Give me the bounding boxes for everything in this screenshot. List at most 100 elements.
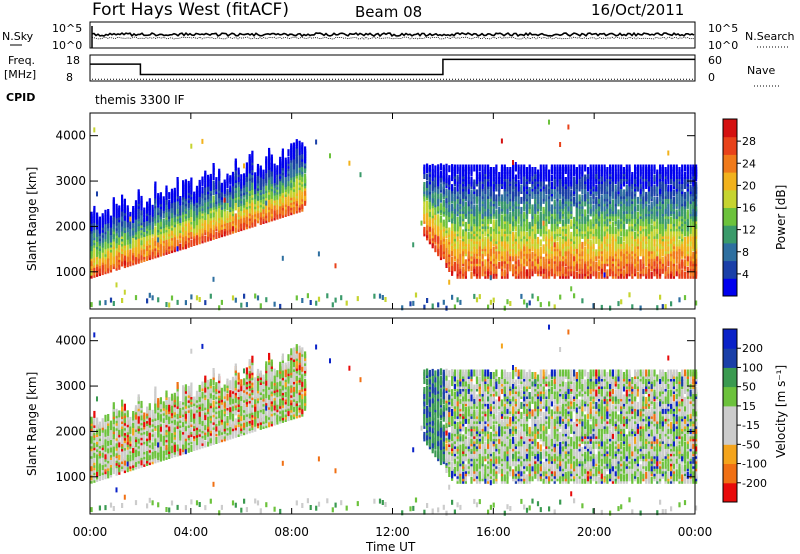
power-cell bbox=[301, 174, 304, 182]
power-cell bbox=[193, 236, 196, 244]
power-cell bbox=[218, 206, 221, 214]
power-cell bbox=[412, 242, 415, 248]
power-cell bbox=[659, 164, 662, 172]
power-cell bbox=[631, 236, 634, 244]
power-cell bbox=[625, 184, 628, 192]
power-cell bbox=[498, 189, 501, 197]
power-cell bbox=[340, 295, 343, 301]
power-cell bbox=[470, 224, 473, 232]
power-cell bbox=[442, 229, 445, 237]
power-cell bbox=[487, 261, 490, 269]
power-cell bbox=[548, 246, 551, 254]
power-cell bbox=[520, 219, 523, 227]
power-cell bbox=[148, 213, 151, 221]
power-cell bbox=[581, 298, 584, 304]
power-cell bbox=[104, 222, 107, 230]
power-cell bbox=[204, 218, 207, 226]
power-cell bbox=[90, 302, 93, 308]
power-cell bbox=[251, 213, 254, 221]
power-cell bbox=[215, 177, 218, 185]
power-cell bbox=[573, 184, 576, 192]
power-cell bbox=[578, 221, 581, 229]
power-cell bbox=[134, 255, 138, 262]
power-cell bbox=[531, 167, 534, 174]
power-cell bbox=[148, 198, 151, 206]
power-cell bbox=[201, 191, 204, 199]
power-cell bbox=[625, 229, 628, 237]
power-cell bbox=[487, 304, 490, 310]
power-cell bbox=[434, 165, 437, 173]
power-cell bbox=[473, 266, 476, 274]
power-cell bbox=[656, 305, 659, 311]
power-cell bbox=[595, 172, 598, 179]
power-cell bbox=[570, 219, 573, 227]
power-cell bbox=[498, 194, 501, 202]
power-cell bbox=[456, 221, 459, 229]
power-cell bbox=[154, 233, 157, 241]
power-cell bbox=[620, 182, 623, 189]
power-cell bbox=[503, 305, 506, 311]
power-cell bbox=[492, 251, 495, 259]
power-cell bbox=[459, 196, 462, 204]
power-cell bbox=[639, 225, 642, 231]
power-cell bbox=[620, 236, 623, 244]
power-cell bbox=[611, 164, 614, 172]
power-cell bbox=[512, 231, 515, 239]
power-cell bbox=[309, 300, 312, 305]
power-cell bbox=[600, 266, 603, 274]
power-cell bbox=[581, 221, 584, 229]
power-cell bbox=[140, 208, 143, 216]
power-cell bbox=[498, 261, 501, 269]
power-cell bbox=[279, 303, 282, 309]
power-cell bbox=[146, 234, 149, 242]
power-cell bbox=[595, 236, 598, 244]
power-cell bbox=[231, 224, 235, 232]
power-cell bbox=[475, 194, 479, 202]
power-cell bbox=[611, 182, 614, 189]
power-cell bbox=[109, 215, 113, 223]
power-cell bbox=[639, 177, 642, 184]
power-cell bbox=[595, 206, 598, 214]
power-cell bbox=[506, 299, 509, 305]
power-cell bbox=[134, 200, 138, 208]
power-cell bbox=[473, 293, 476, 299]
power-cell bbox=[600, 164, 603, 172]
power-cell bbox=[245, 162, 248, 170]
power-cell bbox=[620, 209, 623, 217]
power-cell bbox=[451, 164, 454, 172]
power-cell bbox=[653, 219, 656, 227]
power-cell bbox=[573, 196, 576, 204]
power-cell bbox=[650, 271, 653, 279]
power-cell bbox=[146, 298, 149, 304]
power-cell bbox=[254, 219, 257, 227]
power-cell bbox=[428, 224, 431, 232]
power-cell bbox=[600, 174, 603, 182]
power-cell bbox=[628, 292, 631, 298]
power-cell bbox=[484, 236, 487, 244]
power-cell bbox=[548, 169, 551, 177]
power-cell bbox=[157, 205, 160, 213]
power-cell bbox=[478, 256, 481, 264]
power-cell bbox=[500, 244, 504, 252]
power-cell bbox=[462, 266, 465, 274]
power-cell bbox=[98, 256, 101, 264]
power-cell bbox=[431, 191, 434, 199]
power-cell bbox=[670, 184, 673, 192]
power-cell bbox=[434, 245, 437, 253]
power-cell bbox=[653, 229, 656, 237]
power-cell bbox=[609, 184, 612, 192]
power-cell bbox=[287, 149, 290, 157]
power-cell bbox=[101, 213, 104, 221]
power-cell bbox=[512, 264, 515, 272]
power-cell bbox=[168, 219, 171, 227]
power-cell bbox=[600, 254, 603, 262]
power-cell bbox=[548, 214, 551, 222]
power-cell bbox=[567, 164, 570, 172]
power-cell bbox=[132, 206, 135, 213]
power-cell bbox=[470, 271, 473, 279]
power-cell bbox=[512, 164, 515, 172]
power-cell bbox=[143, 207, 146, 215]
power-cell bbox=[545, 259, 548, 267]
power-cell bbox=[606, 177, 609, 184]
power-cell bbox=[90, 259, 93, 267]
